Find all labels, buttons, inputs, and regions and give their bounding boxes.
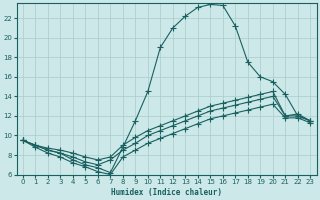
X-axis label: Humidex (Indice chaleur): Humidex (Indice chaleur) xyxy=(111,188,222,197)
